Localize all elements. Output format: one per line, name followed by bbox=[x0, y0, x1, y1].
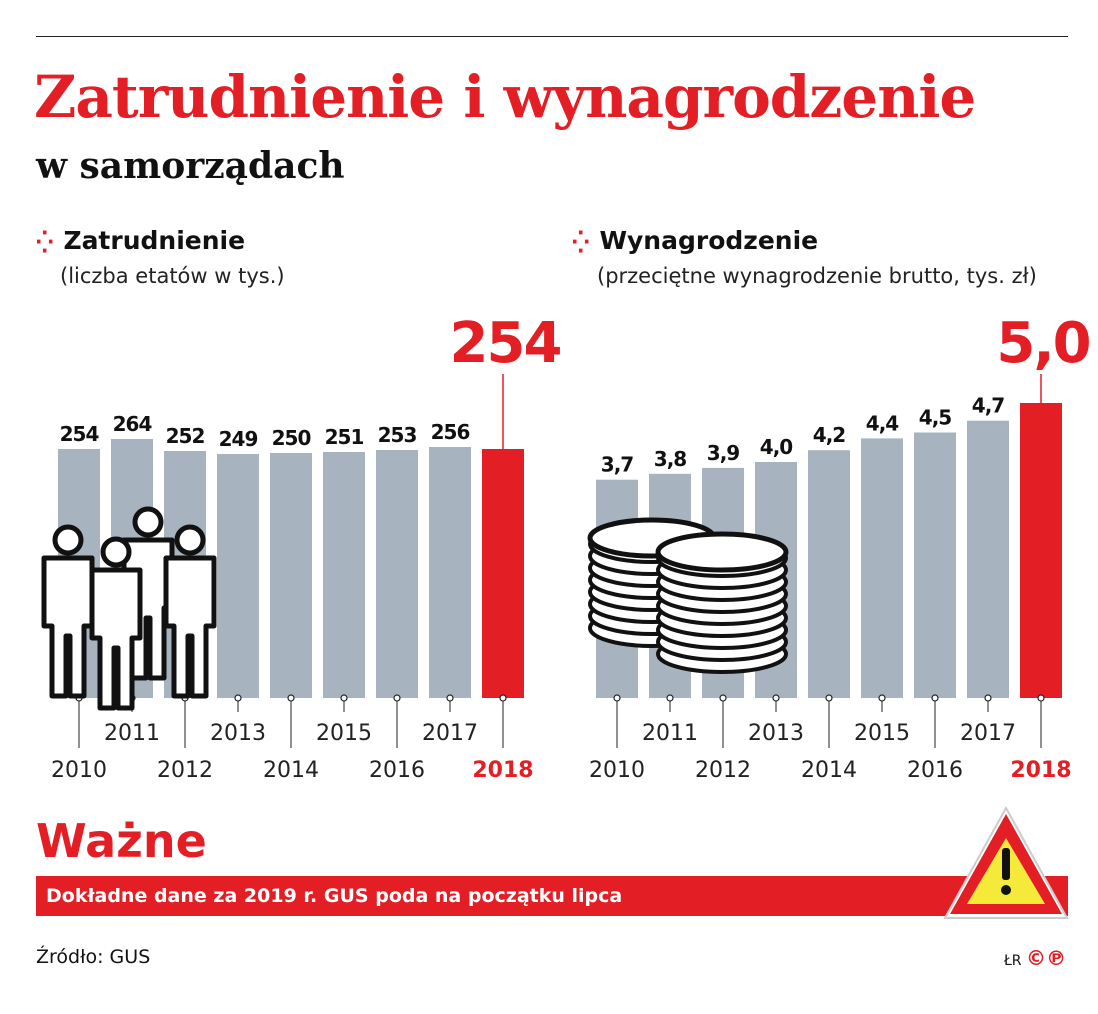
chart-title-text: Wynagrodzenie bbox=[599, 226, 819, 255]
data-label: 251 bbox=[325, 425, 364, 449]
data-label: 3,8 bbox=[654, 447, 687, 471]
data-label: 4,7 bbox=[972, 394, 1005, 418]
bar-base-dot bbox=[984, 694, 992, 702]
dots-icon: ⁛ bbox=[36, 230, 54, 254]
data-label: 254 bbox=[60, 422, 99, 446]
data-label: 252 bbox=[166, 424, 205, 448]
bar-base-dot bbox=[825, 694, 833, 702]
highlight-value-label: 5,0 bbox=[996, 311, 1089, 376]
coin-top bbox=[655, 531, 789, 573]
bar-2017 bbox=[429, 447, 471, 698]
bar-base-dot bbox=[446, 694, 454, 702]
tick-label: 2015 bbox=[854, 721, 910, 746]
data-label: 4,4 bbox=[866, 411, 899, 435]
top-rule bbox=[36, 36, 1068, 37]
bar-base-dot bbox=[393, 694, 401, 702]
notice-bar: Dokładne dane za 2019 r. GUS poda na poc… bbox=[36, 876, 1068, 916]
bar-2017 bbox=[967, 420, 1009, 698]
tick-label: 2010 bbox=[51, 758, 107, 783]
credit: ŁR ©℗ bbox=[1004, 946, 1066, 970]
bar-base-dot bbox=[878, 694, 886, 702]
data-label: 4,2 bbox=[813, 423, 846, 447]
person-head bbox=[132, 506, 164, 538]
source-note: Źródło: GUS bbox=[36, 946, 151, 968]
chart-title-salary: ⁛ Wynagrodzenie bbox=[572, 228, 818, 253]
tick-label: 2012 bbox=[695, 758, 751, 783]
data-label: 3,9 bbox=[707, 441, 740, 465]
bar-base-dot bbox=[287, 694, 295, 702]
data-label: 4,0 bbox=[760, 435, 793, 459]
tick-label: 2015 bbox=[316, 721, 372, 746]
chart-title-employment: ⁛ Zatrudnienie bbox=[36, 228, 245, 253]
tick-label: 2012 bbox=[157, 758, 213, 783]
author-initials: ŁR bbox=[1003, 953, 1022, 969]
person-head bbox=[100, 536, 132, 568]
tick-label: 2016 bbox=[369, 758, 425, 783]
person-body bbox=[89, 567, 143, 711]
person-head bbox=[174, 524, 206, 556]
data-label: 250 bbox=[272, 426, 311, 450]
tick-label: 2013 bbox=[748, 721, 804, 746]
tick-label: 2014 bbox=[801, 758, 857, 783]
notice-text: Dokładne dane za 2019 r. GUS poda na poc… bbox=[46, 885, 623, 907]
data-label: 4,5 bbox=[919, 406, 952, 430]
data-label: 249 bbox=[219, 427, 258, 451]
bar-2015 bbox=[323, 452, 365, 698]
bar-2016 bbox=[914, 432, 956, 698]
bar-2013 bbox=[217, 454, 259, 698]
page-title: Zatrudnienie i wynagrodzenie bbox=[34, 63, 976, 131]
bar-base-dot bbox=[340, 694, 348, 702]
coins-icon bbox=[587, 517, 789, 674]
data-label: 264 bbox=[113, 412, 152, 436]
publisher-logo: ©℗ bbox=[1026, 946, 1066, 970]
bar-2018 bbox=[482, 449, 524, 698]
tick-label: 2017 bbox=[960, 721, 1016, 746]
chart-subtitle-employment: (liczba etatów w tys.) bbox=[60, 264, 285, 288]
page-subtitle: w samorządach bbox=[36, 145, 345, 187]
dots-icon: ⁛ bbox=[572, 230, 590, 254]
tick-label: 2016 bbox=[907, 758, 963, 783]
person-body bbox=[163, 555, 217, 699]
people-icon bbox=[41, 506, 217, 711]
tick-label: 2017 bbox=[422, 721, 478, 746]
bar-2015 bbox=[861, 438, 903, 698]
bar-base-dot bbox=[234, 694, 242, 702]
bar-base-dot bbox=[719, 694, 727, 702]
notice-heading: Ważne bbox=[36, 814, 207, 868]
chart-title-text: Zatrudnienie bbox=[63, 226, 246, 255]
data-label: 253 bbox=[378, 423, 417, 447]
bar-base-dot bbox=[931, 694, 939, 702]
tick-label: 2013 bbox=[210, 721, 266, 746]
bar-base-dot bbox=[1037, 694, 1045, 702]
bar-2018 bbox=[1020, 403, 1062, 698]
data-label: 256 bbox=[431, 420, 470, 444]
tick-label: 2018 bbox=[472, 758, 533, 783]
data-label: 3,7 bbox=[601, 453, 634, 477]
bar-2014 bbox=[270, 453, 312, 698]
person-body bbox=[41, 555, 95, 699]
tick-label: 2010 bbox=[589, 758, 645, 783]
tick-label: 2011 bbox=[104, 721, 160, 746]
person-head bbox=[52, 524, 84, 556]
bar-base-dot bbox=[499, 694, 507, 702]
tick-label: 2018 bbox=[1010, 758, 1071, 783]
bar-base-dot bbox=[772, 694, 780, 702]
bar-base-dot bbox=[613, 694, 621, 702]
bar-2014 bbox=[808, 450, 850, 698]
bar-base-dot bbox=[666, 694, 674, 702]
chart-subtitle-salary: (przeciętne wynagrodzenie brutto, tys. z… bbox=[597, 264, 1037, 288]
highlight-value-label: 254 bbox=[450, 311, 561, 376]
tick-label: 2011 bbox=[642, 721, 698, 746]
bar-2016 bbox=[376, 450, 418, 698]
tick-label: 2014 bbox=[263, 758, 319, 783]
